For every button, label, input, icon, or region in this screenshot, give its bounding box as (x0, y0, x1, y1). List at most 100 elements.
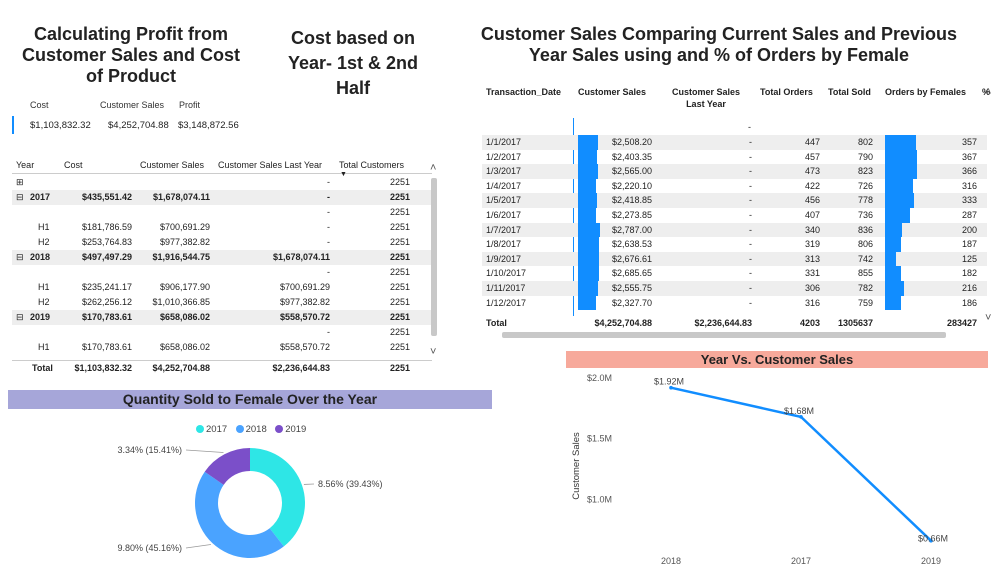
tx-row[interactable]: 1/9/2017 $2,676.61 - 313 742 125 (482, 251, 987, 267)
profit-card-divider (12, 116, 14, 134)
profit-title: Calculating Profit from Customer Sales a… (21, 24, 241, 86)
donut-leader-line (185, 544, 211, 549)
tx-row[interactable]: 1/11/2017 $2,555.75 - 306 782 216 (482, 281, 987, 296)
legend-2019[interactable]: 2019 (275, 424, 306, 435)
matrix-row[interactable]: ⊟ 2019 $170,783.61 $658,086.02 $558,570.72 22… (12, 310, 432, 325)
donut-slice-2018[interactable] (195, 471, 284, 558)
matrix-cell-customers: 2251 (389, 177, 410, 187)
line-point (669, 385, 673, 390)
matrix-row[interactable]: ⊟ 2018 $497,497.29 $1,916,544.75 $1,678,074.… (12, 250, 432, 265)
matrix-cell-customers: 2251 (389, 222, 410, 232)
tx-header-sales[interactable]: Customer Sales (578, 87, 647, 97)
matrix-header-last-year[interactable]: Customer Sales Last Year (218, 160, 323, 170)
line-chart[interactable]: $2.0M $1.5M $1.0M Customer Sales $1.92M 2018 $… (560, 368, 1000, 583)
tx-cell-last-year: - (749, 180, 752, 191)
matrix-cell-cost: $262,256.12 (81, 297, 132, 307)
tx-cell-orders: 456 (804, 195, 820, 206)
matrix-header-sales[interactable]: Customer Sales (140, 160, 205, 170)
matrix-row: H1 $181,786.59 $700,691.29 - 2251 (12, 220, 432, 235)
line-point (799, 415, 803, 419)
matrix-cell-cost: $181,786.59 (81, 222, 132, 232)
tx-header-orders[interactable]: Total Orders (760, 87, 813, 97)
matrix-row: H1 $170,783.61 $658,086.02 $558,570.72 2251 (12, 340, 432, 355)
matrix-scroll-down-icon[interactable]: ˅ (430, 346, 437, 358)
tx-cell-orders: 457 (804, 151, 820, 162)
legend-2018-swatch (235, 425, 244, 433)
tx-row[interactable]: 1/3/2017 $2,565.00 - 473 823 366 (482, 164, 987, 179)
tx-cell-sold: 726 (857, 180, 873, 191)
matrix-scrollbar[interactable] (431, 178, 437, 336)
line-title: Year Vs. Customer Sales (566, 351, 988, 368)
female-databar (885, 135, 917, 150)
donut-chart[interactable]: 8.56% (39.43%) 9.80% (45.16%) 3.34% (15.41… (0, 430, 500, 580)
x-tick-label: 2017 (791, 556, 811, 566)
tx-cell-female: 367 (961, 151, 977, 162)
tx-row[interactable]: 1/10/2017 $2,685.65 - 331 855 182 (482, 266, 987, 281)
matrix-expand-icon[interactable]: ⊟ (16, 312, 24, 322)
tx-row[interactable]: 1/8/2017 $2,638.53 - 319 806 187 (482, 237, 987, 252)
donut-slice-2017[interactable] (250, 448, 305, 547)
tx-total-sales: $4,252,704.88 (594, 318, 652, 328)
tx-row[interactable]: 1/2/2017 $2,403.35 - 457 790 367 (482, 149, 987, 165)
tx-cell-last-year: - (749, 297, 752, 308)
legend-2017[interactable]: 2017 (196, 424, 227, 435)
matrix-cell-sales: $1,916,544.75 (152, 252, 210, 262)
tx-row[interactable]: 1/4/2017 $2,220.10 - 422 726 316 (482, 178, 987, 194)
tx-cell-orders: 316 (804, 297, 820, 308)
sort-desc-icon[interactable]: ▼ (340, 171, 347, 178)
tx-scroll-down-icon[interactable]: ˅ (985, 312, 992, 324)
tx-row[interactable]: 1/6/2017 $2,273.85 - 407 736 287 (482, 208, 987, 223)
tx-row[interactable]: 1/12/2017 $2,327.70 - 316 759 186 (482, 295, 987, 311)
profit-card: Cost Customer Sales Profit $1,103,832.32… (12, 98, 262, 138)
matrix-row[interactable]: ⊞ - 2251 (12, 175, 432, 190)
tx-row[interactable]: 1/5/2017 $2,418.85 - 456 778 333 (482, 193, 987, 208)
matrix-cell-customers: 2251 (389, 207, 410, 217)
matrix-cell-customers: 2251 (389, 267, 410, 277)
matrix-header-cost[interactable]: Cost (64, 160, 83, 170)
matrix-expand-icon[interactable]: ⊟ (16, 252, 24, 262)
tx-horizontal-scrollbar[interactable] (502, 332, 946, 338)
matrix-expand-icon[interactable]: ⊞ (16, 177, 24, 187)
tx-cell-date: 1/2/2017 (486, 151, 522, 162)
tx-cell-female: 200 (961, 224, 977, 235)
sales-databar (578, 135, 598, 150)
matrix-row: H2 $262,256.12 $1,010,366.85 $977,382.82 225… (12, 295, 432, 310)
profit-card-cost-value: $1,103,832.32 (30, 120, 91, 131)
tx-total-female: 283427 (946, 318, 977, 328)
legend-2018-label: 2018 (245, 424, 267, 435)
tx-header-last-year[interactable]: Customer Sales Last Year (671, 87, 741, 109)
matrix-row[interactable]: ⊟ 2017 $435,551.42 $1,678,074.11 - 2251 (12, 190, 432, 205)
profit-card-profit-value: $3,148,872.56 (178, 120, 239, 131)
matrix-header-year[interactable]: Year (16, 160, 35, 170)
female-databar (885, 295, 902, 311)
tx-row[interactable]: 1/7/2017 $2,787.00 - 340 836 200 (482, 222, 987, 238)
tx-header-date[interactable]: Transaction_Date (486, 87, 562, 97)
tx-header-percent[interactable]: % (982, 87, 991, 97)
matrix-header-customers[interactable]: Total Customers (339, 160, 405, 170)
donut-slice-2019[interactable] (204, 448, 250, 485)
tx-cell-female: 316 (961, 180, 977, 191)
tx-header-female[interactable]: Orders by Females (885, 87, 967, 97)
legend-2017-label: 2017 (206, 424, 228, 435)
tx-cell-sold: 802 (857, 137, 873, 147)
donut-label-2018: 9.80% (45.16%) (117, 543, 182, 553)
legend-2018[interactable]: 2018 (235, 424, 267, 435)
tx-cell-last-year: - (749, 210, 752, 220)
tx-cell-sales: $2,638.53 (611, 239, 652, 250)
matrix-cell-cost: $170,783.61 (81, 312, 132, 322)
matrix-cell-customers: 2251 (389, 192, 410, 202)
matrix-scroll-up-icon[interactable]: ˄ (430, 162, 437, 174)
tx-scroll-up-icon[interactable]: ˄ (985, 86, 992, 98)
tx-header-sold[interactable]: Total Sold (828, 87, 871, 97)
female-databar (885, 266, 901, 281)
tx-cell-orders: 473 (804, 166, 820, 177)
tx-row[interactable]: 1/1/2017 $2,508.20 - 447 802 357 (482, 135, 987, 150)
matrix-cell-sales: $1,010,366.85 (152, 297, 210, 307)
tx-cell-date: 1/12/2017 (486, 297, 527, 308)
donut-label-2019: 3.34% (15.41%) (117, 445, 182, 455)
matrix-expand-icon[interactable]: ⊟ (16, 192, 24, 202)
tx-cell-last-year: - (749, 151, 752, 162)
tx-cell-female: 216 (961, 283, 977, 293)
tx-dash-first: - (748, 122, 751, 132)
female-databar (885, 149, 917, 165)
